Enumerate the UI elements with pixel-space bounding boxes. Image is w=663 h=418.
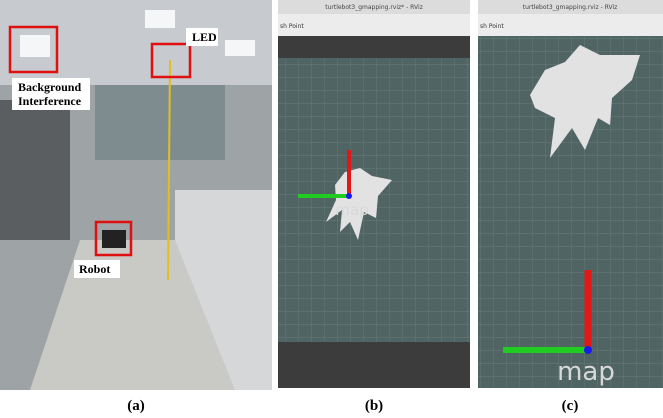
window: [95, 85, 225, 160]
shelves: [0, 100, 70, 240]
annotation: Interference: [18, 94, 82, 108]
empty-area: [278, 36, 470, 58]
ceiling-light: [20, 35, 50, 57]
origin: [584, 346, 592, 354]
robot: [102, 230, 126, 248]
rviz-panel: turtlebot3_gmapping.rviz - RViz sh Point…: [478, 0, 663, 388]
rviz-panel: turtlebot3_gmapping.rviz* - RViz sh Poin…: [278, 0, 470, 388]
ceiling-light: [225, 40, 255, 56]
toolbar: [478, 14, 663, 36]
annotation: Background: [18, 80, 81, 94]
frame-label: map: [557, 357, 615, 387]
toolbar-item: sh Point: [480, 23, 504, 30]
origin: [346, 193, 352, 199]
toolbar: [278, 14, 470, 36]
window-title: turtlebot3_gmapping.rviz - RViz: [523, 4, 618, 11]
frame-label: map: [335, 201, 368, 219]
empty-area: [278, 342, 470, 388]
caption: (c): [562, 398, 579, 414]
ceiling-light: [145, 10, 175, 28]
caption: (b): [365, 398, 383, 414]
annotation: Robot: [79, 262, 110, 276]
figure: LED Background Interference Robot (a) tu…: [0, 0, 663, 418]
annotation: LED: [192, 30, 217, 44]
toolbar-item: sh Point: [280, 23, 304, 30]
photo-panel: LED Background Interference Robot: [0, 0, 272, 390]
caption: (a): [127, 398, 145, 414]
window-title: turtlebot3_gmapping.rviz* - RViz: [325, 4, 423, 11]
